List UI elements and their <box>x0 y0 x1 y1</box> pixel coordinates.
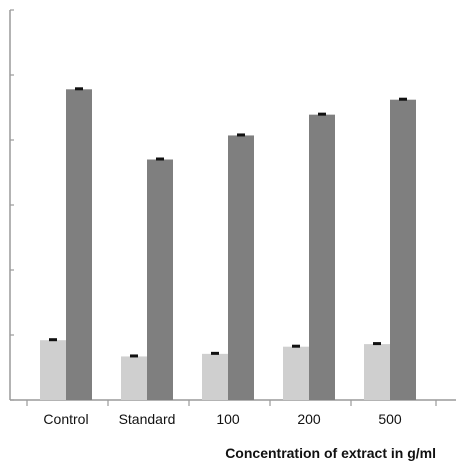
error-cap <box>373 342 381 346</box>
error-cap <box>130 354 138 358</box>
x-tick-label: Control <box>43 411 88 427</box>
error-cap <box>292 344 300 348</box>
bar <box>228 135 254 400</box>
error-cap <box>318 112 326 116</box>
bar <box>40 340 66 400</box>
error-cap <box>75 87 83 91</box>
bar <box>147 159 173 400</box>
bar <box>283 346 309 400</box>
error-cap <box>49 338 57 342</box>
error-cap <box>156 157 164 161</box>
x-tick-label: 100 <box>216 411 240 427</box>
x-tick-label: 200 <box>297 411 321 427</box>
error-cap <box>399 97 407 101</box>
bar <box>390 99 416 400</box>
bar <box>364 344 390 400</box>
error-cap <box>211 351 219 355</box>
bar <box>121 356 147 400</box>
plot-area: Control Standard 100 200 500 <box>9 9 456 427</box>
x-tick-label: 500 <box>378 411 402 427</box>
x-tick-label: Standard <box>119 411 176 427</box>
bar <box>202 353 228 400</box>
bar <box>66 89 92 401</box>
x-axis-title: Concentration of extract in g/ml <box>225 445 436 461</box>
error-cap <box>237 133 245 137</box>
bar <box>309 114 335 401</box>
